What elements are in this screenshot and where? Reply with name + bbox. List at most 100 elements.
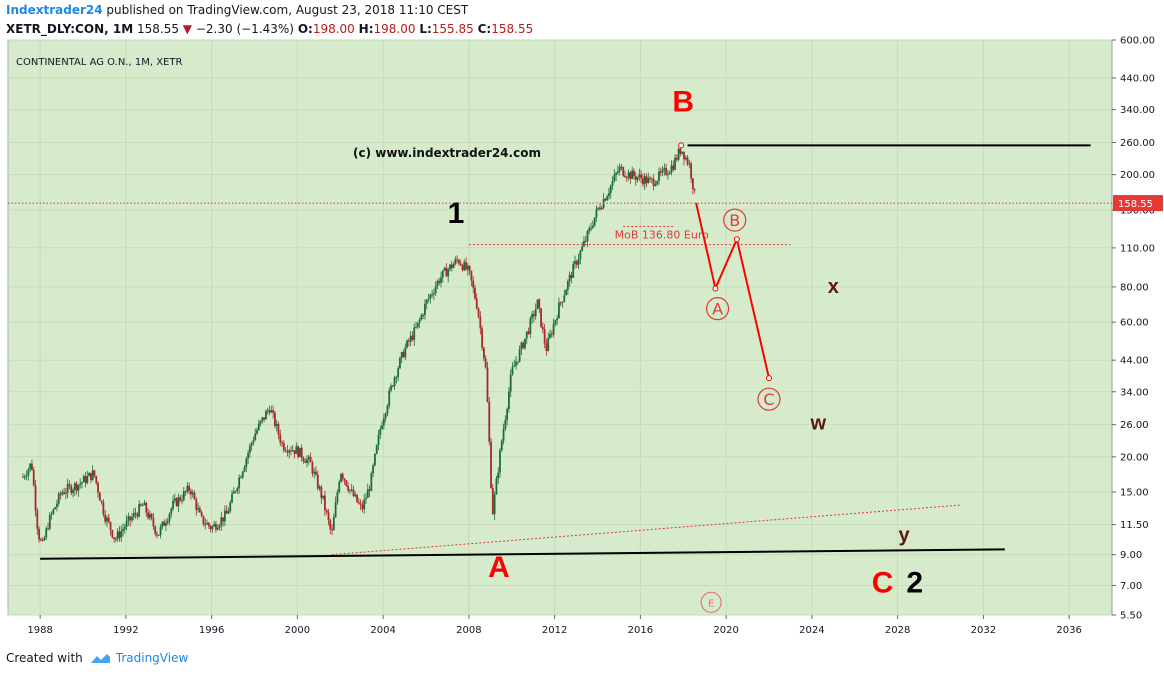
candle-body [661,169,664,173]
candle-body [413,327,416,340]
candle-body [692,178,694,190]
candle-body [652,179,655,186]
candle-body [400,352,403,358]
candle-body [327,512,330,521]
candle-body [424,303,426,315]
candle-body [41,540,44,542]
candle-body [232,491,235,494]
candle-body [273,412,276,426]
candle-body [609,185,612,194]
candle-body [295,446,298,454]
candle-body [649,178,651,180]
candle-body [64,492,67,494]
candle-body [584,240,587,242]
candle-body [136,514,139,517]
candle-body [363,499,366,510]
candle-body [518,349,521,362]
candle-body [390,385,392,391]
candle-body [277,423,280,435]
candle-body [472,280,475,288]
candle-body [447,269,450,277]
ohlc-line: XETR_DLY:CON, 1M 158.55 ▼ −2.30 (−1.43%)… [6,22,533,36]
candle-body [156,533,158,536]
candle-body [604,198,607,201]
candle-body [290,450,292,452]
candle-body [493,494,496,515]
candle-body [198,508,201,513]
candle-body [579,250,582,260]
candle-body [72,489,74,493]
candle-body [491,488,494,515]
author-link[interactable]: Indextrader24 [6,3,103,17]
candle-body [102,502,105,515]
candle-body [382,418,385,426]
candle-body [279,434,282,443]
plot-area[interactable] [7,39,1113,616]
candle-body [459,263,462,266]
candle-body [613,174,616,182]
candle-body [497,472,500,479]
candle-body [43,537,46,541]
candle-body [215,523,217,530]
candle-body [524,338,526,349]
candle-body [254,433,257,441]
candle-body [141,505,144,507]
candle-body [636,177,639,180]
candle-body [404,347,407,358]
projection-point [733,236,740,243]
candle-body [50,513,53,515]
candle-body [91,470,94,480]
candle-body [315,471,317,475]
candle-body [449,264,451,270]
tradingview-link[interactable]: TradingView [89,651,188,665]
close-label: C: [477,22,492,36]
candle-body [245,458,248,467]
candle-body [572,263,575,278]
overlays: 158.55 MoB 136.80 Euro [8,142,1163,560]
candle-body [163,521,166,526]
wave-label-y: y [898,525,910,547]
change-value: −2.30 (−1.43%) [195,22,294,36]
y-tick-label: 60.00 [1120,318,1149,329]
candle-body [181,499,183,501]
candle-body [218,525,221,529]
candle-body [70,485,73,493]
candle-body [68,484,71,486]
candle-body [177,497,180,507]
candle-body [465,261,467,270]
candle-body [574,261,576,264]
mob-label: MoB 136.80 Euro [615,229,709,242]
candle-body [411,335,414,340]
candle-body [543,329,546,344]
candle-body [111,530,114,538]
open-label: O: [297,22,313,36]
candle-body [618,166,621,172]
peak-point [678,142,685,149]
candle-body [182,491,185,500]
candle-body [650,178,653,180]
grid [8,39,1112,616]
wave-label-1: 1 [448,197,465,230]
candle-body [322,495,325,499]
candle-body [298,447,301,457]
candle-body [56,503,58,508]
y-tick-label: 260.00 [1120,138,1155,149]
candle-body [184,491,187,493]
candle-body [275,423,278,426]
candle-body [354,494,357,497]
candle-body [418,319,421,323]
candle-body [191,492,194,495]
candle-body [352,489,355,497]
candle-body [220,517,223,526]
y-tick-label: 26.00 [1120,420,1149,431]
candle-body [581,246,584,251]
candle-body [470,270,473,281]
candle-body [504,419,507,429]
candle-body [509,374,512,392]
candle-body [97,482,99,493]
circled-label-ring [700,591,722,613]
candle-body [479,316,482,329]
y-tick-label: 200.00 [1120,170,1155,181]
